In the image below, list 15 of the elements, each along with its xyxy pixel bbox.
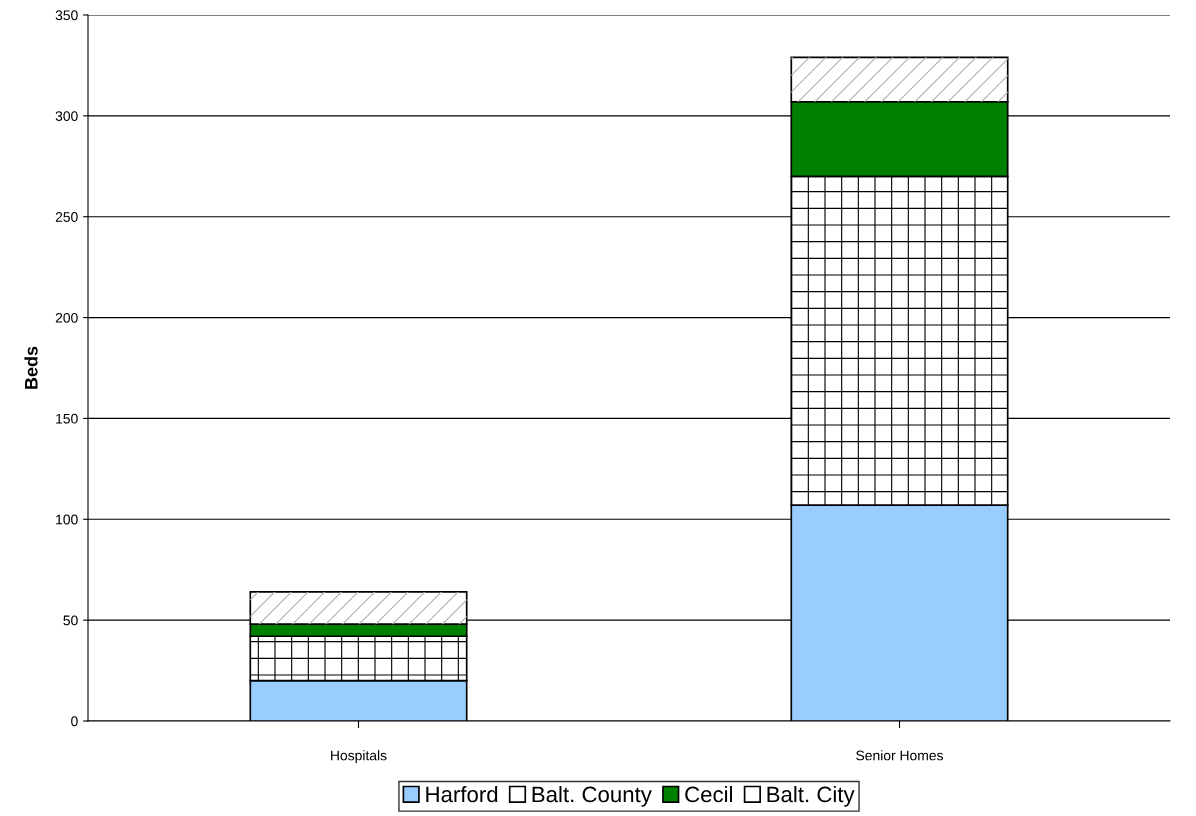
legend-label: Cecil [685, 785, 732, 803]
legend-label: Balt. City [767, 785, 855, 807]
y-tick-label: 0 [71, 716, 78, 727]
y-tick-label: 200 [55, 312, 78, 323]
y-tick-label: 300 [55, 111, 78, 122]
y-tick-label: 100 [56, 514, 78, 525]
y-tick-label: 150 [56, 413, 78, 424]
y-tick-label: 50 [63, 615, 78, 626]
y-axis-title: Beds [24, 346, 38, 389]
x-tick-label: Senior Homes [856, 750, 943, 761]
y-tick-label: 250 [55, 212, 78, 222]
y-tick-label: 350 [55, 10, 78, 21]
x-tick-label: Hospitals [331, 750, 387, 764]
legend-label: Harford [426, 785, 498, 803]
legend-label: Balt. County [532, 785, 652, 807]
